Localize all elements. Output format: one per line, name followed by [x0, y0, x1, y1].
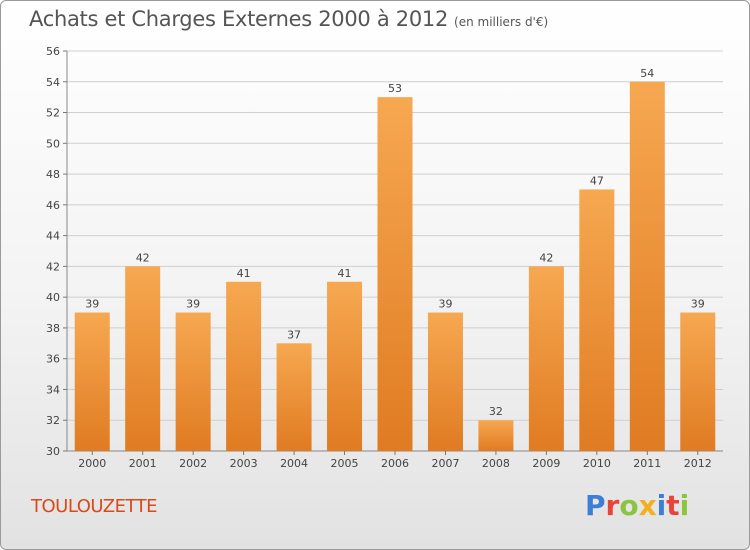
value-label: 41: [338, 267, 352, 280]
y-tick-label: 52: [46, 107, 60, 120]
logo-letter: P: [585, 489, 606, 522]
logo-letter: i: [679, 489, 690, 522]
logo-letter: x: [638, 489, 657, 522]
value-label: 39: [438, 298, 452, 311]
y-tick-label: 50: [46, 137, 60, 150]
x-tick-label: 2003: [230, 457, 258, 470]
x-tick-label: 2000: [78, 457, 106, 470]
title-text: Achats et Charges Externes 2000 à 2012: [29, 7, 449, 31]
bar-2005: [327, 281, 363, 451]
commune-name: TOULOUZETTE: [31, 496, 158, 517]
value-label: 53: [388, 82, 402, 95]
bar-2002: [175, 312, 211, 451]
logo-letter: r: [605, 489, 620, 522]
x-tick-label: 2001: [129, 457, 157, 470]
value-label: 39: [85, 298, 99, 311]
x-tick-label: 2005: [331, 457, 359, 470]
bar-2000: [74, 312, 110, 451]
bar-2004: [276, 343, 312, 451]
y-tick-label: 30: [46, 445, 60, 458]
unit-label: (en milliers d'€): [454, 15, 549, 29]
y-tick-label: 48: [46, 168, 60, 181]
y-tick-label: 38: [46, 322, 60, 335]
x-tick-label: 2004: [280, 457, 308, 470]
x-tick-label: 2006: [381, 457, 409, 470]
x-tick-label: 2007: [431, 457, 459, 470]
y-tick-label: 34: [46, 383, 60, 396]
bar-2007: [427, 312, 463, 451]
value-label: 54: [640, 67, 654, 80]
value-label: 39: [186, 298, 200, 311]
value-label: 41: [237, 267, 251, 280]
value-label: 42: [539, 251, 553, 264]
value-label: 39: [691, 298, 705, 311]
x-tick-label: 2009: [532, 457, 560, 470]
logo-letter: o: [619, 489, 639, 522]
bar-2012: [680, 312, 716, 451]
y-tick-label: 46: [46, 199, 60, 212]
x-tick-label: 2011: [633, 457, 661, 470]
bar-2008: [478, 420, 514, 451]
x-tick-label: 2010: [583, 457, 611, 470]
y-tick-label: 32: [46, 414, 60, 427]
bar-2011: [629, 81, 665, 452]
y-tick-label: 56: [46, 45, 60, 58]
y-tick-label: 40: [46, 291, 60, 304]
bar-2001: [125, 266, 161, 451]
value-label: 42: [136, 251, 150, 264]
y-tick-label: 54: [46, 76, 60, 89]
x-tick-label: 2012: [684, 457, 712, 470]
y-tick-label: 44: [46, 230, 60, 243]
logo-letter: t: [666, 489, 680, 522]
bar-2006: [377, 97, 413, 452]
bar-2010: [579, 189, 615, 451]
bars: [74, 81, 716, 452]
y-tick-label: 42: [46, 260, 60, 273]
value-label: 47: [590, 174, 604, 187]
value-labels: 39 42 39 41 37 41 53 39 32 42 47 54 39: [85, 67, 705, 418]
y-tick-label: 36: [46, 353, 60, 366]
x-tick-labels: 2000 2001 2002 2003 2004 2005 2006 2007 2008 2009…: [78, 451, 712, 470]
proxiti-logo: Proxiti: [585, 489, 689, 522]
y-tick-labels: 30 32 34 36 38 40 42 44 46 48 50 52 54 56: [46, 45, 60, 458]
logo-letter: i: [656, 489, 667, 522]
value-label: 37: [287, 328, 301, 341]
x-tick-label: 2008: [482, 457, 510, 470]
value-label: 32: [489, 405, 503, 418]
chart-title: Achats et Charges Externes 2000 à 2012 (e…: [29, 7, 548, 31]
bar-2009: [528, 266, 564, 451]
x-tick-label: 2002: [179, 457, 207, 470]
bar-2003: [226, 281, 262, 451]
